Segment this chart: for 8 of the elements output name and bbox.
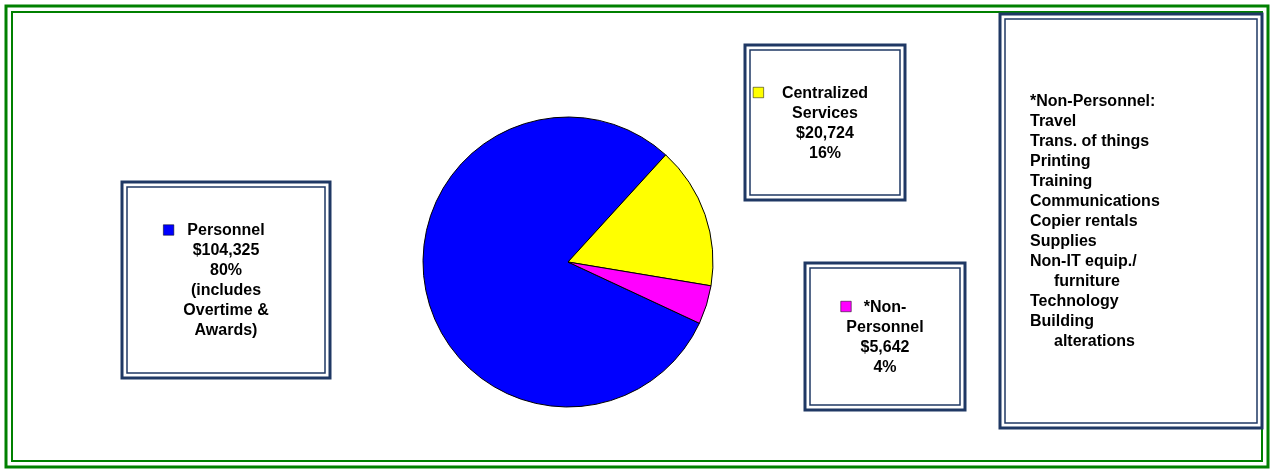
legend-label: Centralized Services [781, 83, 869, 121]
legend-label: Personnel [187, 221, 265, 238]
data-label: $5,642 4% [860, 337, 910, 375]
data-label: $104,325 80% [192, 241, 260, 278]
data-label: $20,724 16% [796, 123, 855, 161]
text: (includes Overtime & Awards) [183, 281, 270, 338]
text: *Non-Personnel: Travel Trans. of things Printing Training Communications Copier rentals Supplies Non-IT equip./ furniture Technology Building alterations [1030, 92, 1160, 349]
legend-label: *Non-Personnel [846, 297, 924, 335]
